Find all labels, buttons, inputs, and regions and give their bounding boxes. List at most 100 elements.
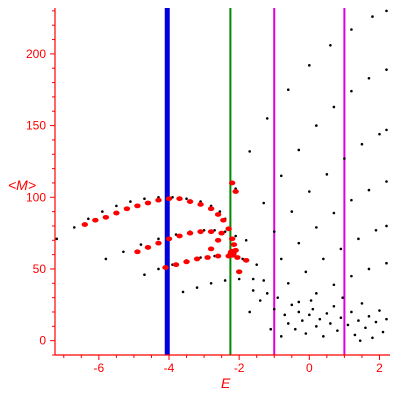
scattered-point-33 [385, 317, 388, 321]
series-4-point-1 [248, 150, 251, 153]
series-7-point-0 [279, 257, 283, 261]
highlighted-point-21 [197, 229, 204, 235]
series-0-point-4 [115, 204, 118, 208]
scattered-point-12 [308, 313, 311, 317]
highlighted-point-35 [228, 236, 236, 242]
highlighted-point-4 [123, 206, 131, 212]
highlighted-point-37 [232, 189, 239, 194]
series-1-point-9 [234, 234, 237, 238]
highlighted-point-28 [204, 255, 211, 260]
scattered-point-30 [374, 320, 378, 324]
x-tick-label: 2 [376, 361, 383, 375]
series-9-point-1 [315, 292, 318, 295]
highlighted-point-2 [102, 214, 110, 220]
series-8-point-3 [339, 247, 343, 251]
scattered-point-9 [297, 310, 301, 314]
highlighted-point-15 [134, 249, 141, 255]
scattered-point-19 [332, 304, 336, 308]
highlighted-point-11 [197, 202, 204, 207]
highlighted-point-12 [207, 206, 215, 212]
series-5-point-1 [279, 174, 283, 178]
x-tick-label: -6 [94, 361, 105, 375]
highlighted-point-41 [235, 269, 243, 275]
scattered-point-4 [276, 296, 280, 299]
series-7-point-2 [315, 226, 318, 229]
highlighted-point-29 [214, 253, 222, 259]
scattered-point-20 [336, 329, 339, 332]
x-tick-label: -2 [234, 361, 245, 375]
series-4-point-4 [308, 64, 311, 67]
series-6-point-6 [378, 132, 381, 136]
y-tick-label: 150 [26, 119, 46, 133]
scattered-point-8 [293, 327, 297, 331]
highlighted-point-8 [165, 196, 173, 202]
scattered-point-0 [251, 289, 255, 292]
highlighted-point-17 [155, 240, 162, 246]
scattered-point-35 [279, 335, 283, 338]
scattered-point-29 [371, 336, 374, 340]
scattered-point-37 [341, 296, 344, 299]
scattered-point-5 [283, 313, 287, 317]
series-7-point-3 [332, 211, 336, 215]
highlighted-point-18 [165, 236, 173, 242]
series-9-point-0 [297, 300, 301, 304]
series-4-point-7 [371, 15, 374, 18]
scattered-point-11 [304, 332, 308, 335]
scattered-point-6 [286, 322, 290, 325]
series-7-point-4 [350, 198, 353, 202]
scattered-point-32 [381, 330, 385, 334]
vertical-lines [164, 8, 346, 355]
y-axis-title: <M> [8, 177, 36, 193]
y-tick-label: 200 [26, 47, 46, 61]
series-4-point-8 [385, 9, 388, 13]
series-5-point-2 [297, 148, 301, 152]
highlighted-point-38 [225, 226, 232, 232]
highlighted-point-32 [242, 257, 250, 263]
series-5-point-7 [385, 68, 388, 71]
series-2-point-8 [255, 263, 259, 266]
scattered-point-16 [322, 335, 325, 338]
scattered-point-13 [311, 307, 315, 311]
series-6-point-4 [343, 157, 346, 160]
highlighted-point-9 [176, 196, 183, 202]
highlighted-point-23 [218, 230, 225, 236]
scattered-point-22 [346, 323, 350, 327]
series-0-point-5 [129, 200, 132, 203]
scattered-point-34 [269, 327, 273, 331]
scattered-point-28 [367, 314, 371, 318]
scattered-point-23 [350, 310, 353, 314]
series-3-point-6 [262, 279, 266, 282]
highlighted-point-3 [113, 210, 120, 216]
series-2-point-0 [143, 273, 146, 277]
x-tick-label: 0 [306, 361, 313, 375]
highlighted-point-31 [234, 255, 241, 260]
highlighted-point-19 [176, 233, 183, 239]
highlighted-point-14 [220, 217, 227, 223]
series-0-point-0 [55, 237, 59, 241]
highlighted-point-10 [186, 199, 194, 204]
series-0-point-3 [101, 210, 104, 213]
scattered-point-39 [248, 310, 251, 314]
axes: -6 -4 -2 0 2 0 50 100 150 200 [26, 8, 390, 375]
series-5-point-3 [315, 124, 318, 127]
highlighted-point-5 [134, 203, 141, 209]
series-9-point-4 [367, 267, 371, 271]
data-points [55, 9, 388, 342]
series-6-point-1 [290, 210, 294, 213]
series-7-point-6 [385, 180, 388, 183]
x-tick-label: -4 [164, 361, 175, 375]
series-8-point-0 [286, 282, 290, 285]
series-3-point-1 [195, 286, 199, 289]
series-4-point-3 [286, 88, 290, 92]
series-4-point-2 [265, 117, 269, 120]
x-axis-title: E [221, 375, 231, 391]
scattered-point-18 [329, 322, 332, 325]
series-7-point-5 [367, 188, 371, 192]
highlighted-point-0 [81, 222, 89, 227]
series-5-point-4 [332, 105, 336, 109]
highlighted-point-7 [155, 197, 162, 203]
scattered-point-2 [265, 292, 269, 295]
series-6-point-3 [325, 173, 329, 176]
series-0-point-9 [185, 197, 188, 201]
series-3-point-2 [209, 282, 213, 285]
